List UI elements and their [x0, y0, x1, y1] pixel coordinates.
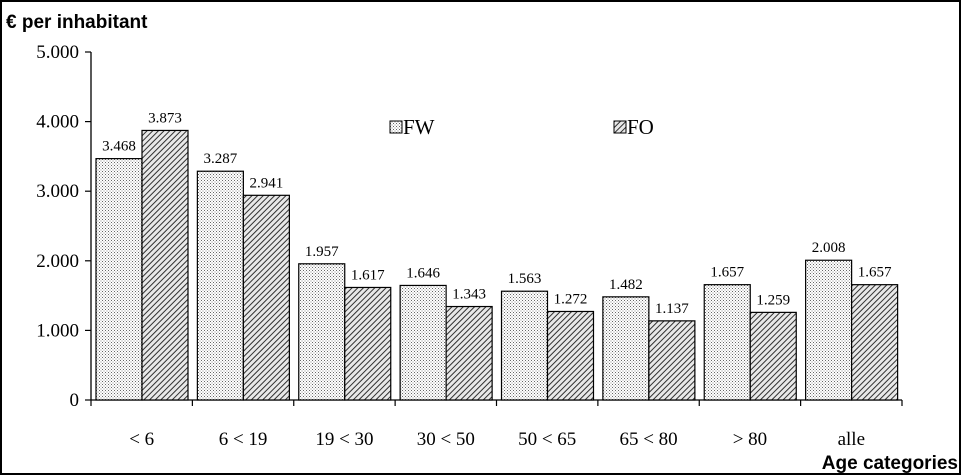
data-label: 2.008	[812, 240, 846, 256]
data-label: 1.563	[508, 271, 542, 287]
data-label: 1.137	[655, 301, 689, 317]
bar-fo	[141, 129, 189, 401]
data-label: 1.343	[452, 287, 486, 303]
data-label: 3.873	[148, 110, 182, 126]
x-tick-label: < 6	[129, 429, 154, 450]
data-label: 3.468	[102, 139, 136, 155]
data-label: 1.646	[406, 265, 440, 281]
data-label: 1.657	[710, 265, 744, 281]
x-axis-title: Age categories	[822, 453, 958, 474]
x-tick-label: 50 < 65	[518, 429, 576, 450]
bar-fw	[703, 284, 751, 401]
data-label: 2.941	[250, 175, 284, 191]
x-tick-label: alle	[838, 429, 865, 450]
x-tick-label: 19 < 30	[315, 429, 373, 450]
y-axis: 0 1.000 2.000 3.000 4.000 5.000	[36, 42, 92, 411]
y-tick-label: 4.000	[36, 112, 79, 133]
legend-label-fw: FW	[403, 115, 435, 139]
bar-fw	[805, 259, 853, 401]
bar-fw	[196, 170, 244, 401]
y-tick-label: 2.000	[36, 251, 79, 272]
x-tick-label: > 80	[733, 429, 767, 450]
bar-fo	[648, 320, 696, 401]
chart-title: € per inhabitant	[6, 12, 148, 33]
bar-fo	[851, 284, 899, 401]
y-tick-label: 3.000	[36, 181, 79, 202]
legend-swatch-fw	[389, 120, 403, 134]
y-tick-label: 0	[70, 390, 80, 411]
data-label: 1.617	[351, 267, 385, 283]
data-label: 1.272	[554, 291, 588, 307]
bar-fo	[749, 311, 797, 401]
legend-swatch-fo	[613, 120, 627, 134]
x-axis: < 6 6 < 19 19 < 30 30 < 50 50 < 65 65 < 80 > 8…	[90, 399, 903, 450]
y-tick-label: 5.000	[36, 42, 79, 63]
legend-label-fo: FO	[627, 115, 654, 139]
bar-fw	[298, 263, 346, 401]
data-label: 1.259	[756, 292, 790, 308]
x-tick-label: 65 < 80	[619, 429, 677, 450]
bar-fo	[344, 286, 392, 401]
y-tick-label: 1.000	[36, 320, 79, 341]
bar-fo	[445, 305, 493, 401]
data-labels: 3.468 3.873 3.287 2.941 1.957 1.617 1.646 1.343…	[102, 110, 892, 316]
bar-fw	[500, 290, 549, 401]
bar-fo	[242, 194, 290, 401]
bar-fw	[399, 284, 447, 401]
x-tick-label: 6 < 19	[219, 429, 268, 450]
legend: FW FO	[389, 115, 654, 139]
bar-fw	[95, 158, 143, 401]
x-tick-label: 30 < 50	[417, 429, 475, 450]
bar-fw	[602, 296, 650, 401]
data-label: 1.657	[858, 265, 892, 281]
bars	[95, 129, 899, 401]
data-label: 3.287	[204, 151, 238, 167]
data-label: 1.482	[609, 277, 643, 293]
bar-fo	[546, 310, 595, 401]
data-label: 1.957	[305, 244, 339, 260]
